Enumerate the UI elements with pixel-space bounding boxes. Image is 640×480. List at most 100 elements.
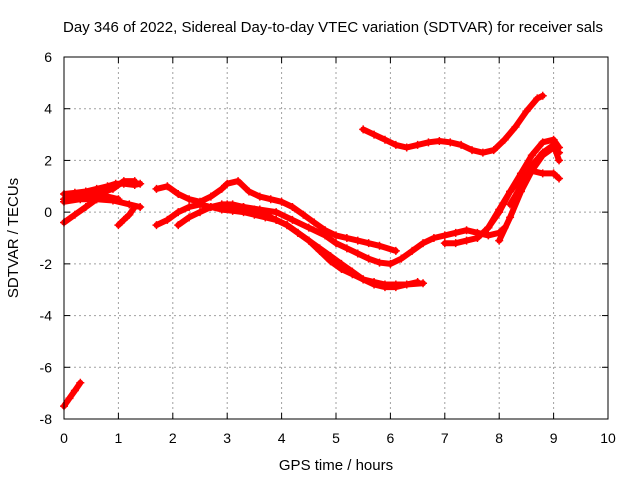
y-tick-label: -8	[40, 411, 53, 427]
data-point-marker	[506, 200, 515, 209]
data-point-marker	[538, 148, 547, 157]
data-point-marker	[538, 169, 547, 178]
x-tick-label: 2	[169, 430, 177, 446]
data-point-marker	[342, 234, 351, 242]
data-point-marker	[239, 202, 248, 211]
data-point-marker	[174, 190, 183, 199]
data-point-marker	[408, 246, 417, 255]
data-point-marker	[506, 187, 515, 196]
data-point-marker	[234, 177, 243, 186]
data-point-marker	[473, 234, 482, 242]
data-point-marker	[353, 236, 362, 245]
data-point-marker	[375, 258, 384, 267]
data-point-marker	[332, 239, 340, 248]
data-point-marker	[495, 205, 504, 214]
data-point-marker	[440, 231, 449, 240]
x-tick-label: 9	[550, 430, 558, 446]
data-point-marker	[108, 184, 117, 193]
data-point-marker	[283, 221, 292, 230]
data-point-marker	[511, 122, 520, 131]
data-point-marker	[506, 213, 515, 222]
data-point-marker	[462, 226, 471, 235]
data-point-marker	[359, 125, 368, 134]
data-point-marker	[272, 215, 281, 224]
data-point-marker	[370, 280, 379, 289]
data-point-marker	[196, 200, 204, 209]
data-point-marker	[500, 135, 509, 144]
data-point-marker	[92, 195, 101, 204]
data-point-marker	[555, 156, 564, 165]
data-point-marker	[397, 254, 406, 263]
data-point-marker	[348, 267, 357, 276]
data-point-marker	[206, 202, 215, 211]
data-point-marker	[446, 138, 455, 147]
y-tick-label: 4	[44, 101, 52, 117]
data-point-marker	[163, 182, 172, 191]
series-arc-1	[61, 379, 84, 410]
data-point-marker	[484, 223, 493, 232]
data-point-marker	[152, 184, 161, 193]
data-point-marker	[370, 130, 379, 139]
data-point-marker	[353, 249, 362, 258]
data-point-marker	[419, 279, 428, 288]
data-point-marker	[527, 161, 536, 170]
data-point-marker	[538, 91, 547, 100]
y-tick-label: -4	[40, 308, 53, 324]
data-point-marker	[304, 236, 313, 245]
data-point-marker	[119, 177, 128, 186]
series-arc-11	[360, 92, 546, 156]
y-tick-label: 6	[44, 49, 52, 65]
data-point-marker	[315, 244, 324, 253]
data-point-marker	[119, 215, 128, 224]
y-tick-label: -2	[40, 256, 53, 272]
data-point-marker	[391, 140, 400, 149]
data-point-marker	[419, 239, 428, 248]
data-point-marker	[386, 259, 395, 268]
data-point-marker	[223, 179, 232, 188]
series-arc-15	[507, 141, 562, 208]
data-point-marker	[70, 210, 79, 219]
data-point-marker	[468, 146, 476, 155]
data-point-marker	[125, 210, 134, 219]
data-point-marker	[337, 259, 346, 268]
data-point-marker	[114, 221, 123, 230]
data-point-marker	[435, 137, 444, 146]
data-point-marker	[217, 184, 226, 193]
chart-title: Day 346 of 2022, Sidereal Day-to-day VTE…	[63, 19, 603, 36]
y-tick-label: -6	[40, 359, 53, 375]
data-point-marker	[538, 138, 547, 147]
x-tick-label: 6	[387, 430, 395, 446]
x-tick-label: 0	[60, 430, 68, 446]
data-point-marker	[310, 218, 319, 227]
axis-ticks: 0 1 2 3 4 5 6 7 8 9 10 -8 -6 -4 -2 0 2 4 6	[40, 49, 616, 446]
data-point-marker	[495, 236, 504, 245]
data-point-marker	[288, 215, 297, 224]
data-point-marker	[549, 140, 558, 149]
data-point-marker	[244, 187, 253, 196]
data-point-marker	[277, 197, 286, 206]
data-point-marker	[136, 179, 145, 188]
x-tick-label: 4	[278, 430, 286, 446]
data-point-marker	[108, 196, 117, 205]
data-point-marker	[206, 192, 215, 201]
data-point-marker	[81, 202, 90, 211]
data-point-marker	[402, 143, 411, 152]
data-point-marker	[272, 208, 281, 217]
data-point-marker	[402, 280, 411, 289]
data-point-marker	[440, 239, 449, 248]
data-point-marker	[391, 283, 400, 292]
data-point-marker	[76, 378, 85, 387]
data-point-marker	[185, 202, 194, 211]
data-point-marker	[185, 213, 194, 222]
data-point-marker	[304, 223, 313, 232]
data-point-marker	[375, 241, 384, 250]
data-point-marker	[70, 386, 79, 395]
data-point-marker	[255, 205, 264, 214]
y-tick-label: 2	[44, 152, 52, 168]
data-point-marker	[364, 254, 373, 263]
data-point-marker	[413, 140, 422, 149]
data-point-marker	[457, 140, 466, 149]
data-series	[60, 91, 564, 411]
data-point-marker	[196, 208, 204, 217]
data-point-marker	[293, 228, 302, 237]
